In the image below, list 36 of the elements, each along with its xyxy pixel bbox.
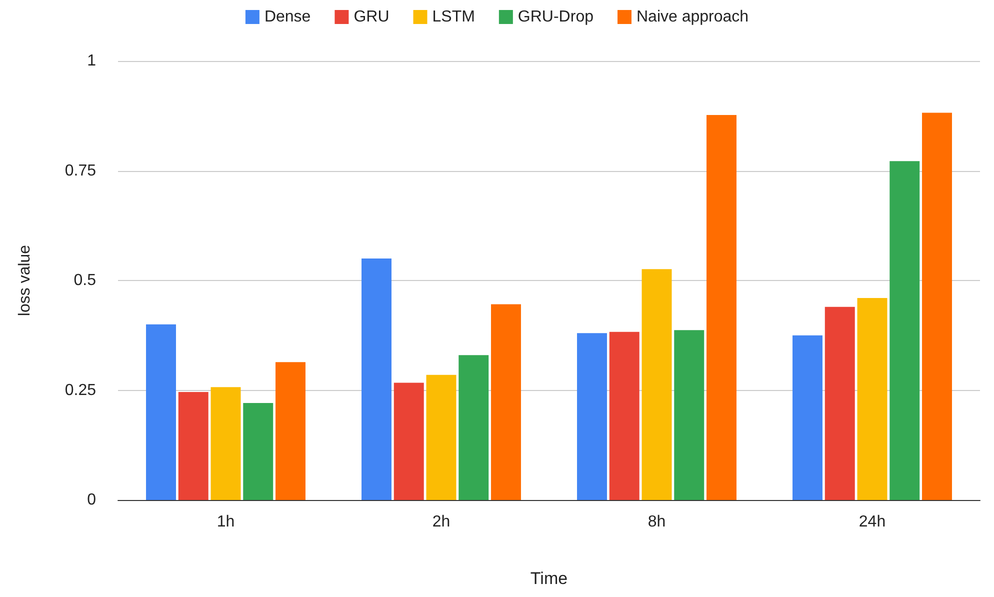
- legend-label: Dense: [264, 8, 311, 26]
- bar: [857, 298, 888, 500]
- bar: [146, 324, 176, 500]
- legend-label: LSTM: [432, 8, 475, 26]
- bar: [491, 304, 521, 500]
- x-axis-title: Time: [530, 569, 568, 588]
- bar: [276, 362, 306, 500]
- bar: [210, 387, 241, 500]
- y-tick-label: 0.75: [64, 162, 96, 180]
- legend-label: GRU: [354, 8, 390, 26]
- y-tick-label: 1: [87, 52, 96, 70]
- x-tick-label: 24h: [858, 514, 886, 530]
- bar: [922, 112, 952, 500]
- bar: [674, 330, 704, 500]
- bar: [577, 333, 607, 500]
- y-axis-title: loss value: [16, 244, 34, 316]
- bar: [426, 374, 456, 500]
- x-tick-label: 1h: [216, 514, 235, 530]
- bar: [890, 161, 920, 500]
- bar: [243, 402, 274, 500]
- x-tick-label: 8h: [648, 514, 666, 530]
- legend-label: GRU-Drop: [518, 8, 594, 26]
- bar: [178, 392, 208, 500]
- bar: [792, 335, 822, 500]
- x-tick-label: 2h: [432, 514, 450, 530]
- bar: [362, 258, 392, 500]
- y-tick-label: 0.25: [64, 382, 96, 399]
- bar: [609, 332, 640, 500]
- bar: [458, 355, 489, 500]
- bar: [824, 306, 855, 500]
- bar: [394, 382, 424, 500]
- y-tick-label: 0: [87, 492, 96, 508]
- legend-label: Naive approach: [636, 8, 749, 26]
- bar: [706, 114, 736, 500]
- bar: [642, 269, 672, 500]
- y-tick-label: 0.5: [74, 272, 96, 289]
